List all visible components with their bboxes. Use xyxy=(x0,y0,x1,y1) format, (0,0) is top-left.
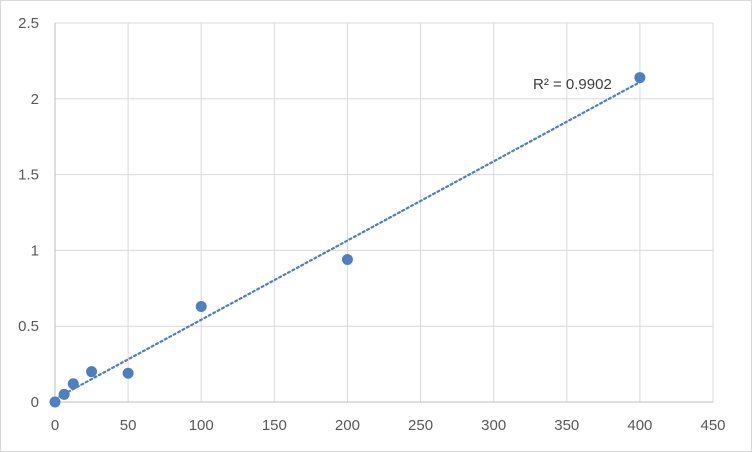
data-point-7 xyxy=(634,72,646,84)
x-tick-label-3: 150 xyxy=(262,417,287,434)
y-tick-labels: 0 0.5 1 1.5 2 2.5 xyxy=(18,15,39,411)
y-tick-label-4: 2 xyxy=(31,91,39,108)
x-tick-label-2: 100 xyxy=(189,417,214,434)
axes xyxy=(54,23,713,403)
y-tick-label-3: 1.5 xyxy=(18,167,39,184)
x-tick-label-4: 200 xyxy=(335,417,360,434)
data-point-0 xyxy=(49,396,61,408)
x-tick-label-9: 450 xyxy=(700,417,725,434)
r-squared-label: R² = 0.9902 xyxy=(533,76,612,93)
data-point-2 xyxy=(67,378,79,390)
x-tick-label-1: 50 xyxy=(120,417,137,434)
trendline xyxy=(53,81,641,401)
y-tick-label-2: 1 xyxy=(31,242,39,259)
data-point-5 xyxy=(195,300,207,312)
x-tick-label-6: 300 xyxy=(481,417,506,434)
data-point-6 xyxy=(341,253,353,265)
x-tick-labels: 0 50 100 150 200 250 300 350 400 450 xyxy=(51,417,726,434)
x-tick-label-8: 400 xyxy=(627,417,652,434)
y-tick-label-1: 0.5 xyxy=(18,318,39,335)
data-point-3 xyxy=(86,366,98,378)
data-point-4 xyxy=(122,367,134,379)
data-point-1 xyxy=(58,388,70,400)
x-tick-label-5: 250 xyxy=(408,417,433,434)
y-tick-label-0: 0 xyxy=(31,394,39,411)
grid-lines xyxy=(55,22,714,402)
x-tick-label-7: 350 xyxy=(554,417,579,434)
trendline-group xyxy=(53,81,641,401)
x-tick-label-0: 0 xyxy=(51,417,59,434)
data-points xyxy=(49,72,646,408)
y-tick-label-5: 2.5 xyxy=(18,15,39,32)
